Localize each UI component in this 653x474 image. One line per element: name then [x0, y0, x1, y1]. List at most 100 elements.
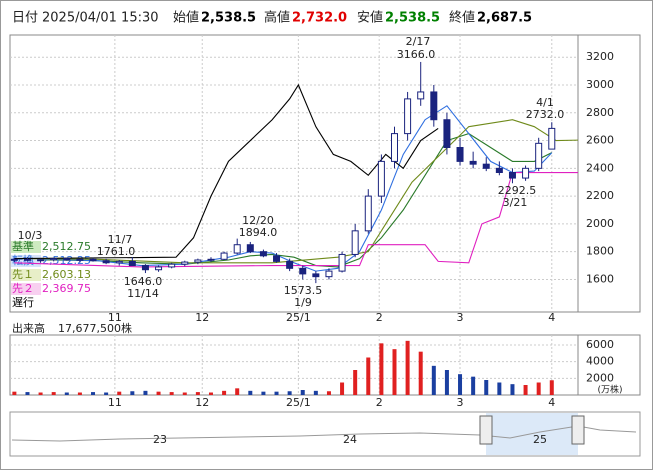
volume-bar	[38, 392, 43, 395]
candle-body	[482, 163, 490, 169]
candle-body	[299, 267, 307, 275]
x-tick-label: 12	[195, 311, 209, 324]
y-tick-label: 2400	[586, 161, 614, 174]
annotation: 11/14	[127, 287, 159, 300]
candle-body	[102, 260, 110, 264]
candle-body	[443, 119, 451, 148]
candle-body	[259, 251, 267, 257]
candle-body	[233, 244, 241, 254]
annotation: 1573.5	[284, 284, 323, 297]
candle-body	[155, 266, 163, 271]
volume-bar	[392, 349, 397, 395]
y-tick-label: 1800	[586, 245, 614, 258]
field-label: 終値	[449, 10, 475, 26]
candle-body	[37, 259, 45, 262]
candle-body	[364, 195, 372, 232]
x-tick-label: 3	[457, 396, 464, 409]
volume-title: 出来高	[12, 321, 45, 335]
navigator-handle[interactable]	[479, 415, 493, 445]
legend-value: 2,369.75	[42, 282, 91, 295]
navigator-label: 23	[153, 433, 167, 446]
candle-body	[417, 91, 425, 100]
candle-body	[128, 260, 136, 267]
candle-body	[115, 260, 123, 264]
volume-bar	[25, 392, 30, 395]
y-tick-label: 6000	[586, 338, 614, 351]
candle-body	[390, 133, 398, 162]
volume-bar	[235, 388, 240, 395]
volume-bar	[431, 365, 436, 395]
volume-bar	[523, 385, 528, 395]
volume-bar	[91, 392, 96, 395]
volume-bar	[208, 392, 213, 395]
volume-bar	[418, 351, 423, 395]
x-tick-label: 12	[195, 396, 209, 409]
volume-bar	[379, 343, 384, 395]
volume-bar	[130, 391, 135, 395]
candle-body	[312, 273, 320, 278]
candle-body	[456, 147, 464, 162]
candle-body	[286, 260, 294, 269]
navigator-handle[interactable]	[571, 415, 585, 445]
candle-body	[89, 258, 97, 262]
field-value: 2,732.0	[292, 11, 347, 26]
indicator-line	[14, 171, 579, 268]
volume-bar	[536, 382, 541, 395]
field-label: 始値	[173, 10, 199, 26]
y-tick-label: 2000	[586, 217, 614, 230]
x-tick-label: 2	[376, 396, 383, 409]
y-tick-label: 2600	[586, 134, 614, 147]
navigator-label: 25	[533, 433, 547, 446]
header: 日付 2025/04/01 15:30	[12, 11, 159, 26]
y-tick-label: 2000	[586, 371, 614, 384]
x-tick-label: 3	[457, 311, 464, 324]
volume-bar	[182, 392, 187, 395]
annotation: 2732.0	[526, 108, 565, 121]
legend-value: 2,603.13	[42, 268, 91, 281]
annotation: 1761.0	[97, 245, 136, 258]
candle-body	[194, 259, 202, 263]
annotation: 4/1	[536, 96, 554, 109]
candle-body	[168, 263, 176, 268]
x-tick-label: 4	[548, 396, 555, 409]
field-label: 高値	[264, 10, 290, 26]
volume-unit: (万株)	[597, 384, 622, 396]
y-tick-label: 3200	[586, 50, 614, 63]
candle-body	[63, 258, 71, 261]
candle-body	[377, 160, 385, 197]
candle-body	[207, 258, 215, 261]
volume-bar	[366, 357, 371, 395]
candle-body	[273, 255, 281, 262]
y-tick-label: 3000	[586, 78, 614, 91]
candle-body	[404, 98, 412, 135]
candle-body	[10, 258, 18, 261]
legend-swatch	[11, 283, 41, 295]
x-tick-label: 25/1	[286, 311, 311, 324]
volume-bar	[77, 392, 82, 395]
volume-bar	[117, 391, 122, 395]
volume-bar	[169, 392, 174, 395]
legend-label: 遅行	[12, 296, 34, 309]
volume-bar	[326, 391, 331, 395]
volume-bar	[51, 392, 56, 395]
candle-body	[23, 258, 31, 261]
volume-bar	[104, 392, 109, 395]
date-label: 日付	[12, 11, 38, 26]
volume-bar	[287, 391, 292, 395]
indicator-line	[14, 105, 553, 272]
annotation: 2/17	[406, 35, 431, 48]
volume-bar	[458, 374, 463, 395]
volume-bar	[484, 380, 489, 395]
candle-body	[325, 270, 333, 278]
x-tick-label: 11	[108, 396, 122, 409]
legend-swatch	[11, 269, 41, 281]
candle-body	[338, 253, 346, 272]
annotation: 1/9	[294, 296, 312, 309]
volume-bar	[156, 391, 161, 395]
candle-body	[50, 258, 58, 261]
volume-bar	[405, 340, 410, 395]
indicator-line	[14, 133, 553, 268]
volume-bar	[313, 390, 318, 395]
